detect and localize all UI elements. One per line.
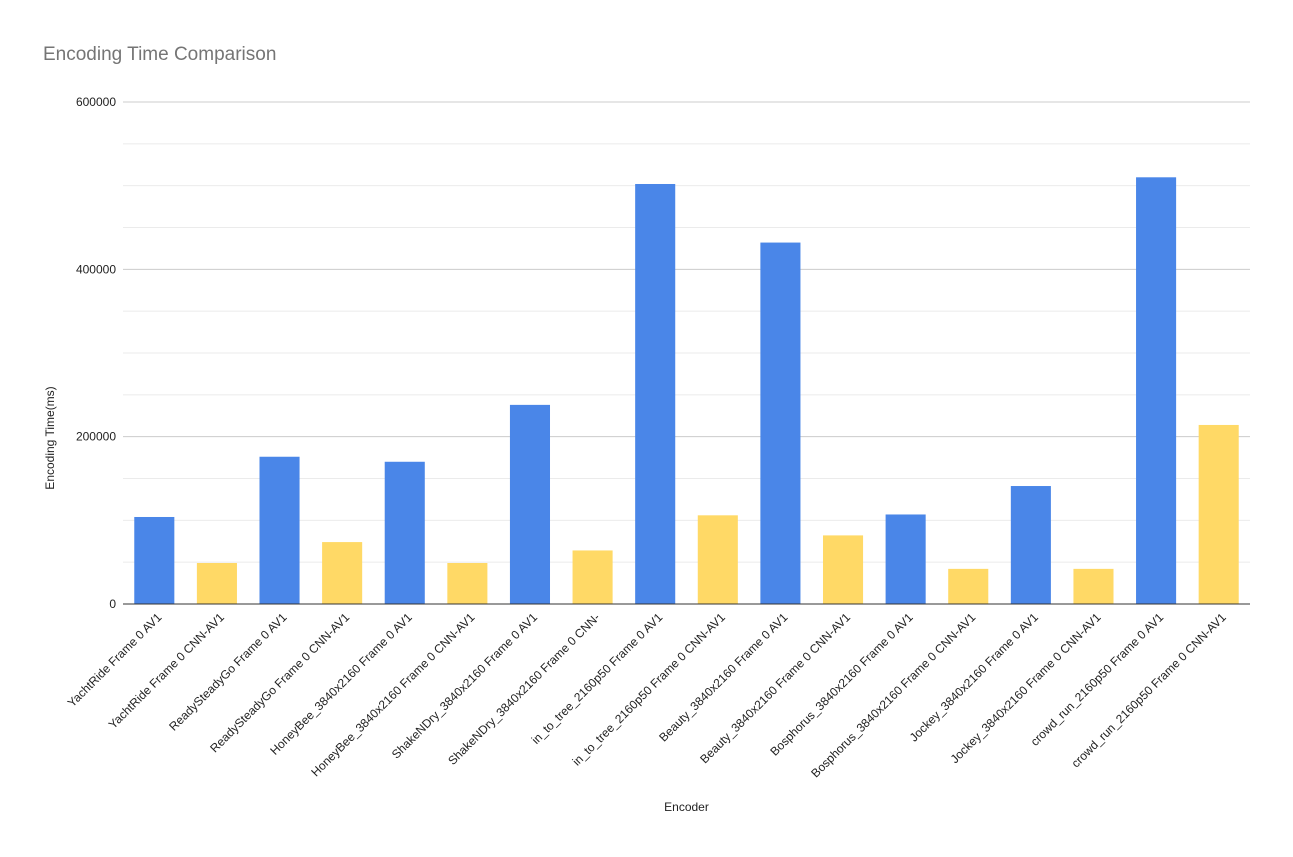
x-tick-label: YachtRide Frame 0 CNN-AV1 [106,610,228,732]
y-tick-label: 200000 [76,430,116,444]
chart-title: Encoding Time Comparison [43,44,277,65]
bar-6 [447,563,488,604]
bar-4 [322,542,363,604]
bar-8 [572,550,613,604]
gridlines [123,101,1250,563]
x-tick-label: Beauty_3840x2160 Frame 0 AV1 [656,610,791,745]
bar-1 [134,516,175,604]
bar-10 [697,515,738,604]
bar-9 [635,183,676,604]
y-tick-label: 0 [109,597,116,611]
bar-14 [948,568,989,604]
bar-12 [822,535,864,604]
bar-2 [196,563,237,604]
bar-11 [760,242,801,604]
y-tick-label: 600000 [76,95,116,109]
bar-5 [384,461,425,604]
bar-15 [1010,486,1051,604]
x-tick-label: ReadySteadyGo Frame 0 CNN-AV1 [207,610,352,755]
y-axis-title: Encoding Time(ms) [43,386,57,489]
bar-16 [1073,568,1114,604]
bar-18 [1198,424,1239,604]
x-tick-label: in_to_tree_2160p50 Frame 0 AV1 [529,610,666,747]
bar-7 [509,404,551,604]
x-tick-label: crowd_run_2160p50 Frame 0 AV1 [1028,610,1167,749]
x-tick-label: ReadySteadyGo Frame 0 AV1 [166,610,290,734]
y-axis-ticks: 0 200000 400000 600000 [76,95,116,611]
bar-13 [885,514,926,604]
bar-17 [1136,177,1177,605]
x-axis-title: Encoder [664,800,709,814]
y-tick-label: 400000 [76,262,116,276]
bar-3 [259,456,300,604]
bars [134,177,1239,605]
x-tick-label: Jockey_3840x2160 Frame 0 AV1 [907,610,1042,745]
